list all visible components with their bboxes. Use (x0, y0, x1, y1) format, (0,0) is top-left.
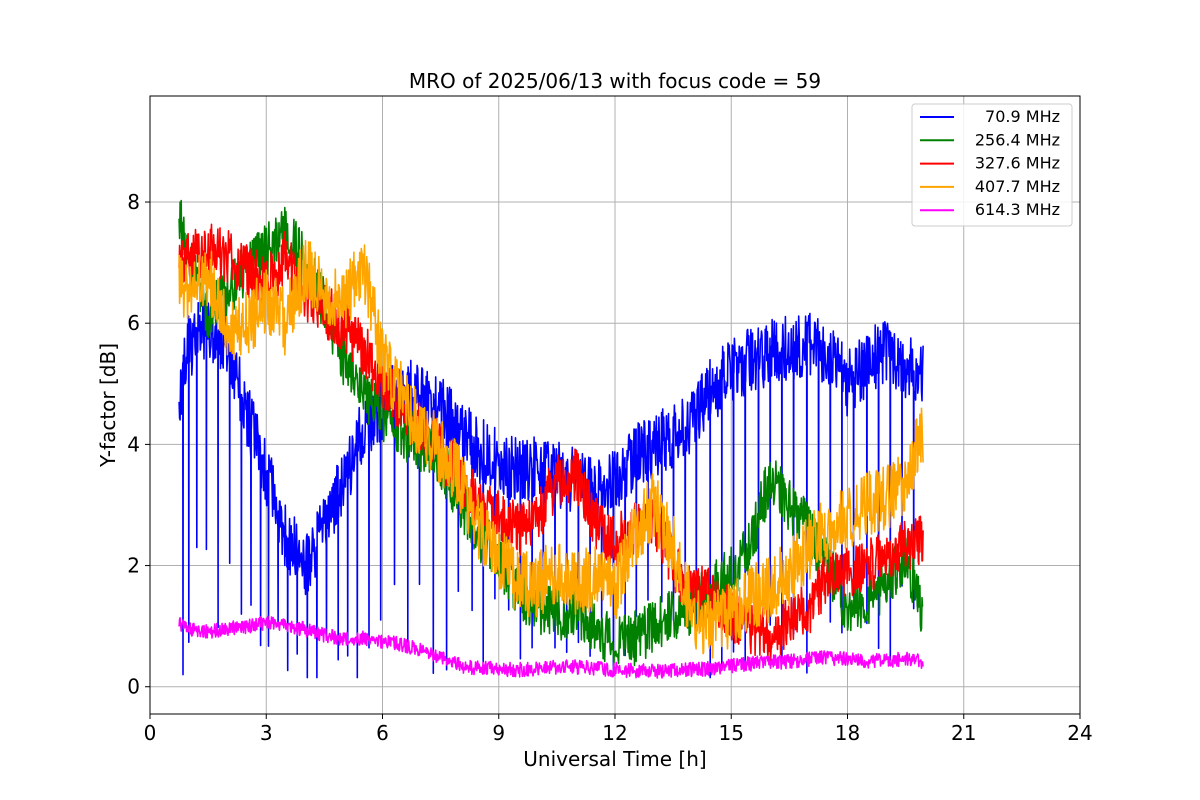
y-axis: 0 2 4 6 8 (127, 190, 150, 699)
x-tick-label: 18 (835, 721, 860, 745)
x-tick-label: 12 (602, 721, 627, 745)
legend-label-2: 327.6 MHz (975, 154, 1060, 173)
legend-label-0: 70.9 MHz (985, 107, 1060, 126)
x-tick-label: 0 (144, 721, 157, 745)
y-axis-label: Y-factor [dB] (96, 343, 120, 468)
series-line-4 (178, 615, 924, 679)
x-tick-label: 21 (951, 721, 976, 745)
legend-label-3: 407.7 MHz (975, 177, 1060, 196)
legend-label-1: 256.4 MHz (975, 130, 1060, 149)
series-line-3 (178, 239, 924, 659)
x-tick-label: 6 (376, 721, 389, 745)
series-layer (178, 199, 924, 679)
y-tick-label: 0 (127, 675, 140, 699)
y-tick-label: 8 (127, 190, 140, 214)
x-tick-label: 3 (260, 721, 273, 745)
chart-title: MRO of 2025/06/13 with focus code = 59 (409, 69, 821, 93)
y-tick-label: 6 (127, 311, 140, 335)
y-tick-label: 2 (127, 554, 140, 578)
legend-label-4: 614.3 MHz (975, 200, 1060, 219)
x-tick-label: 15 (719, 721, 744, 745)
x-tick-label: 24 (1067, 721, 1092, 745)
x-axis-label: Universal Time [h] (523, 747, 706, 771)
legend-box (911, 103, 1073, 227)
x-tick-label: 9 (492, 721, 505, 745)
x-axis: 0 3 6 9 12 15 18 21 24 (144, 714, 1093, 745)
series-line-0 (178, 292, 924, 679)
y-tick-label: 4 (127, 432, 140, 456)
legend: 70.9 MHz 256.4 MHz 327.6 MHz 407.7 MHz 614.3… (911, 103, 1073, 227)
